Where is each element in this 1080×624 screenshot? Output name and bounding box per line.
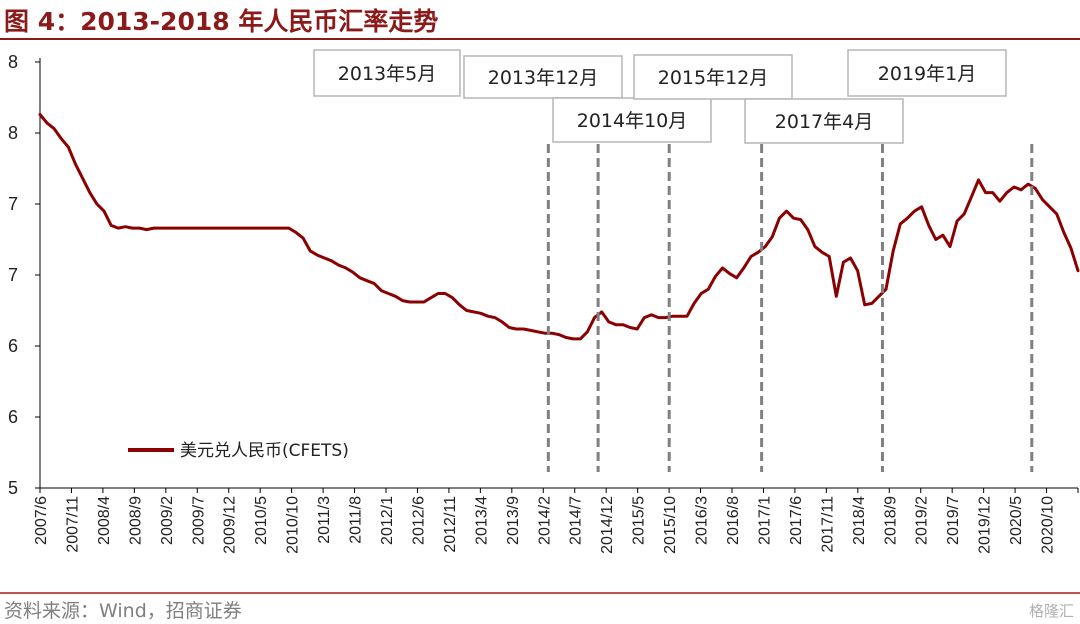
annotation-box (463, 55, 623, 99)
chart-svg: 5 6 6 7 7 8 8 2007/6 2007/11 2008/4 2008/9 2009/2 20… (8, 49, 1080, 554)
x-tick-label: 2020/5 (1008, 496, 1025, 545)
y-tick-label: 8 (8, 123, 18, 143)
annotation-box (552, 97, 712, 143)
x-tick-label: 2017/11 (819, 496, 836, 553)
x-tick-label: 2016/8 (725, 496, 742, 545)
source-note: 资料来源：Wind，招商证券 (4, 600, 242, 622)
x-tick-label: 2007/11 (64, 496, 81, 553)
x-tick-label: 2011/8 (348, 496, 365, 544)
annotation-label: 2017年4月 (775, 111, 873, 133)
x-tick-label: 2009/12 (222, 496, 239, 554)
x-tick-label: 2014/7 (568, 496, 585, 545)
y-tick-label: 6 (8, 407, 18, 427)
x-tick-label: 2008/9 (127, 496, 144, 545)
y-tick-label: 6 (8, 336, 18, 356)
title-underline (0, 38, 1080, 40)
x-tick-label: 2017/1 (756, 496, 773, 545)
annotation-box (633, 54, 793, 100)
annotation-box (313, 49, 461, 97)
x-tick-label: 2013/9 (505, 496, 522, 545)
y-tick-label: 5 (8, 478, 18, 498)
x-tick-label: 2008/4 (96, 496, 113, 545)
annotation-label: 2013年12月 (488, 67, 599, 89)
x-tick-label: 2009/7 (190, 496, 207, 545)
x-tick-label: 2015/5 (631, 496, 648, 545)
x-tick-label: 2017/6 (788, 496, 805, 545)
y-tick-label: 7 (8, 265, 18, 285)
annotation-box (847, 49, 1007, 97)
x-tick-label: 2019/7 (945, 496, 962, 545)
x-tick-label: 2018/4 (851, 496, 868, 545)
x-tick-label: 2007/6 (33, 496, 50, 545)
x-tick-label: 2010/5 (253, 496, 270, 545)
annotation-label: 2014年10月 (577, 110, 688, 132)
x-tick-label: 2012/6 (410, 496, 427, 545)
annotation-label: 2015年12月 (658, 67, 769, 89)
x-tick-label: 2014/2 (536, 496, 553, 545)
annotation-label: 2013年5月 (338, 63, 436, 85)
x-tick-label: 2013/4 (473, 496, 490, 545)
x-tick-label: 2011/3 (316, 496, 333, 544)
footer-rule (0, 592, 1080, 594)
x-tick-label: 2015/10 (662, 496, 679, 554)
x-tick-label: 2012/11 (442, 496, 459, 553)
series-line (38, 113, 1080, 341)
x-tick-label: 2020/10 (1040, 496, 1057, 554)
legend-label: 美元兑人民币(CFETS) (180, 441, 349, 461)
annotation-label: 2019年1月 (878, 63, 976, 85)
watermark-text: 格隆汇 (1028, 602, 1074, 620)
x-tick-label: 2019/2 (914, 496, 931, 545)
x-tick-label: 2014/12 (599, 496, 616, 554)
x-tick-label: 2019/12 (977, 496, 994, 554)
x-tick-label: 2016/3 (694, 496, 711, 545)
x-tick-label: 2012/1 (379, 496, 396, 545)
x-tick-label: 2018/9 (882, 496, 899, 545)
y-tick-label: 7 (8, 194, 18, 214)
chart-title: 图 4：2013-2018 年人民币汇率走势 (4, 7, 439, 36)
x-tick-label: 2010/10 (285, 496, 302, 554)
y-tick-label: 8 (8, 52, 18, 72)
x-tick-label: 2009/2 (159, 496, 176, 545)
annotation-box (744, 98, 904, 144)
